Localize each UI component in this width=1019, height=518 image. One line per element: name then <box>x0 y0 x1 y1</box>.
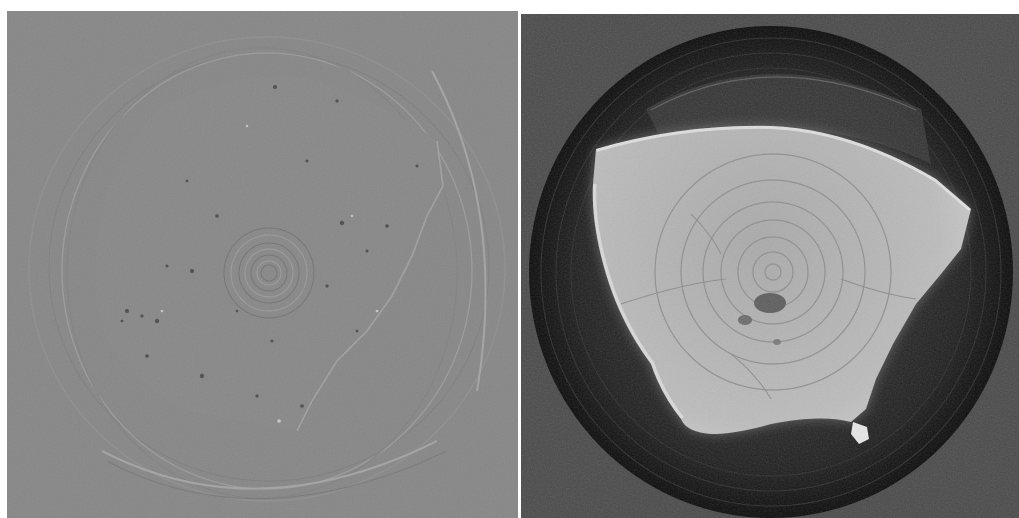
left-noise-overlay <box>7 11 518 518</box>
right-ct-slice-panel <box>521 14 1019 518</box>
left-ct-slice-panel <box>7 11 518 518</box>
right-ct-slice-image <box>521 14 1019 518</box>
right-noise-overlay <box>521 14 1019 518</box>
left-ct-slice-image <box>7 11 518 518</box>
